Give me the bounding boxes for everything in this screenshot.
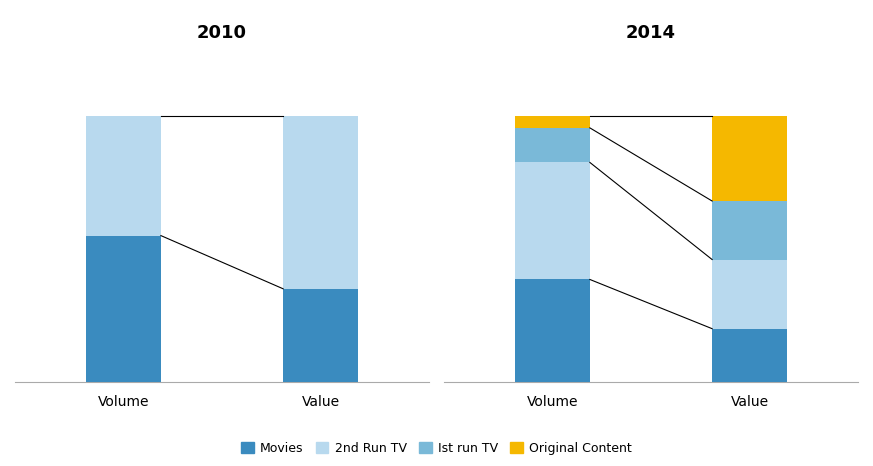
Bar: [712, 201, 787, 260]
Bar: [712, 260, 787, 329]
Bar: [86, 116, 161, 236]
Bar: [283, 289, 358, 382]
Bar: [515, 163, 590, 280]
Bar: [515, 128, 590, 163]
Bar: [86, 236, 161, 382]
Title: 2014: 2014: [626, 24, 676, 42]
Bar: [515, 280, 590, 382]
Title: 2010: 2010: [197, 24, 247, 42]
Bar: [712, 116, 787, 201]
Bar: [283, 116, 358, 289]
Bar: [712, 329, 787, 382]
Legend: Movies, 2nd Run TV, Ist run TV, Original Content: Movies, 2nd Run TV, Ist run TV, Original…: [236, 437, 637, 460]
Bar: [515, 116, 590, 128]
